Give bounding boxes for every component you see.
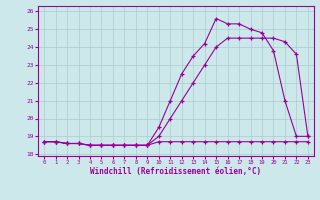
- X-axis label: Windchill (Refroidissement éolien,°C): Windchill (Refroidissement éolien,°C): [91, 167, 261, 176]
